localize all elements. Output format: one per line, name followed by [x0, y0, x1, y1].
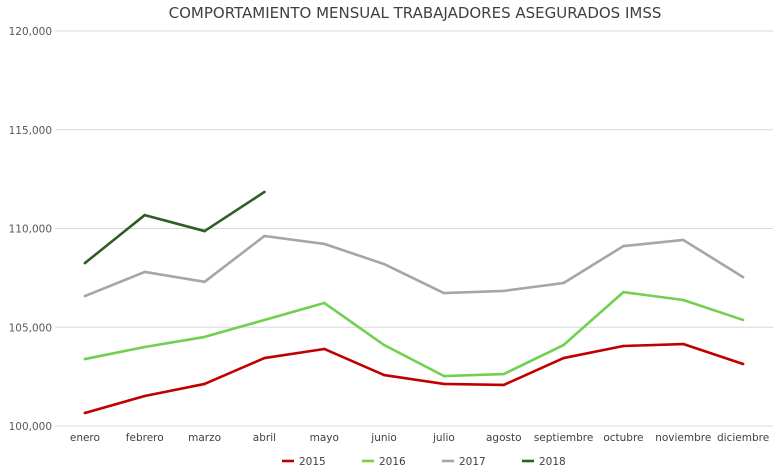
- data-point-2017: [382, 262, 386, 266]
- x-tick-label: diciembre: [717, 432, 769, 444]
- data-point-2017: [442, 291, 446, 295]
- data-point-2017: [83, 294, 87, 298]
- data-point-2018: [83, 261, 87, 265]
- data-point-2018: [203, 229, 206, 233]
- series-line-2018: [84, 190, 266, 265]
- data-point-2016: [382, 343, 386, 347]
- y-tick-label: 100,000: [9, 421, 52, 433]
- x-tick-label: febrero: [126, 432, 164, 444]
- data-point-2017: [562, 281, 565, 285]
- x-tick-label: octubre: [603, 432, 643, 444]
- x-tick-label: agosto: [486, 432, 522, 444]
- data-point-2015: [562, 356, 565, 360]
- data-point-2015: [622, 344, 625, 348]
- data-point-2016: [502, 372, 506, 376]
- data-point-2015: [322, 347, 326, 351]
- y-tick-label: 105,000: [9, 322, 52, 334]
- data-point-2017: [143, 270, 147, 274]
- legend-label-2015: 2015: [299, 456, 326, 468]
- x-tick-label: mayo: [310, 432, 339, 444]
- chart-title: COMPORTAMIENTO MENSUAL TRABAJADORES ASEG…: [169, 4, 662, 22]
- data-point-2015: [741, 362, 745, 366]
- y-tick-label: 115,000: [9, 125, 52, 137]
- data-point-2015: [83, 411, 87, 415]
- data-point-2015: [382, 373, 386, 377]
- data-point-2016: [143, 345, 147, 349]
- series-line-2017: [84, 234, 744, 298]
- data-point-2017: [741, 275, 745, 279]
- x-tick-label: julio: [432, 432, 455, 444]
- data-point-2018: [143, 213, 147, 217]
- data-point-2015: [502, 383, 506, 387]
- data-point-2017: [622, 244, 625, 248]
- x-tick-label: enero: [70, 432, 100, 444]
- legend-label-2016: 2016: [379, 456, 406, 468]
- x-tick-label: abril: [253, 432, 276, 444]
- data-point-2016: [203, 335, 206, 339]
- x-tick-label: noviembre: [655, 432, 711, 444]
- data-point-2015: [681, 342, 685, 346]
- data-point-2015: [203, 382, 206, 386]
- data-point-2017: [203, 280, 206, 284]
- y-tick-label: 110,000: [9, 224, 52, 236]
- x-tick-label: marzo: [188, 432, 221, 444]
- data-point-2018: [263, 190, 266, 194]
- data-point-2016: [263, 318, 266, 322]
- data-point-2017: [263, 234, 266, 238]
- data-point-2016: [562, 343, 565, 347]
- x-tick-label: junio: [370, 432, 397, 444]
- legend-label-2017: 2017: [459, 456, 486, 468]
- data-point-2017: [681, 238, 685, 242]
- x-tick-label: septiembre: [534, 432, 594, 444]
- series-line-2016: [84, 290, 744, 378]
- y-tick-label: 120,000: [9, 26, 52, 38]
- data-point-2017: [502, 289, 506, 293]
- data-point-2016: [741, 318, 745, 322]
- legend-label-2018: 2018: [539, 456, 566, 468]
- data-point-2015: [143, 394, 147, 398]
- data-point-2016: [442, 374, 446, 378]
- data-point-2016: [622, 290, 625, 294]
- data-point-2017: [322, 242, 326, 246]
- data-point-2015: [263, 356, 266, 360]
- data-point-2015: [442, 382, 446, 386]
- data-point-2016: [322, 301, 326, 305]
- data-point-2016: [83, 357, 87, 361]
- series-line-2015: [84, 342, 744, 415]
- data-point-2016: [681, 298, 685, 302]
